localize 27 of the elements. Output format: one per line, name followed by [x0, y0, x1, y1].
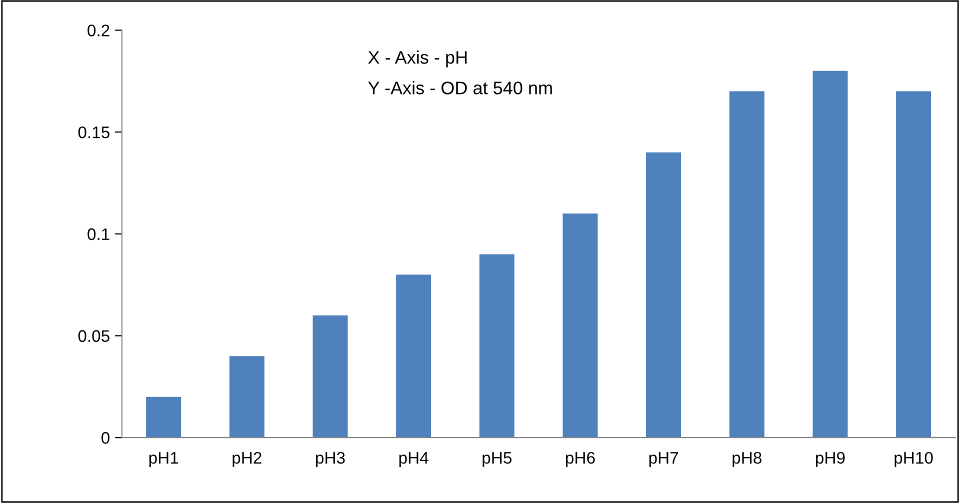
x-tick-label: pH9: [816, 452, 845, 468]
x-tick-label: pH10: [894, 452, 933, 468]
x-tick-label: pH7: [649, 452, 678, 468]
y-tick-label: 0.15: [78, 126, 110, 138]
bar: [312, 315, 348, 438]
y-tick-label: 0: [101, 432, 110, 444]
x-tick-label: pH8: [732, 452, 762, 468]
x-tick-label: pH1: [149, 452, 178, 468]
x-tick-label: pH4: [399, 452, 428, 468]
x-tick-label: pH6: [566, 452, 595, 468]
x-tick-label: pH2: [232, 452, 262, 468]
bar: [812, 70, 848, 438]
bar: [896, 91, 932, 438]
annotation: Y -Axis - OD at 540 nm: [368, 81, 552, 94]
y-tick-label: 0.1: [88, 228, 110, 240]
bar: [396, 274, 432, 438]
bar: [479, 254, 514, 438]
y-tick-label: 0.2: [88, 24, 110, 36]
x-tick-label: pH5: [482, 452, 512, 468]
bar: [646, 152, 682, 438]
x-tick-label: pH3: [316, 452, 345, 468]
bar: [146, 396, 182, 438]
bar: [562, 214, 598, 438]
bar: [229, 356, 264, 438]
annotation: X - Axis - pH: [368, 50, 467, 68]
y-tick-label: 0.05: [78, 330, 110, 342]
bar: [729, 91, 764, 438]
